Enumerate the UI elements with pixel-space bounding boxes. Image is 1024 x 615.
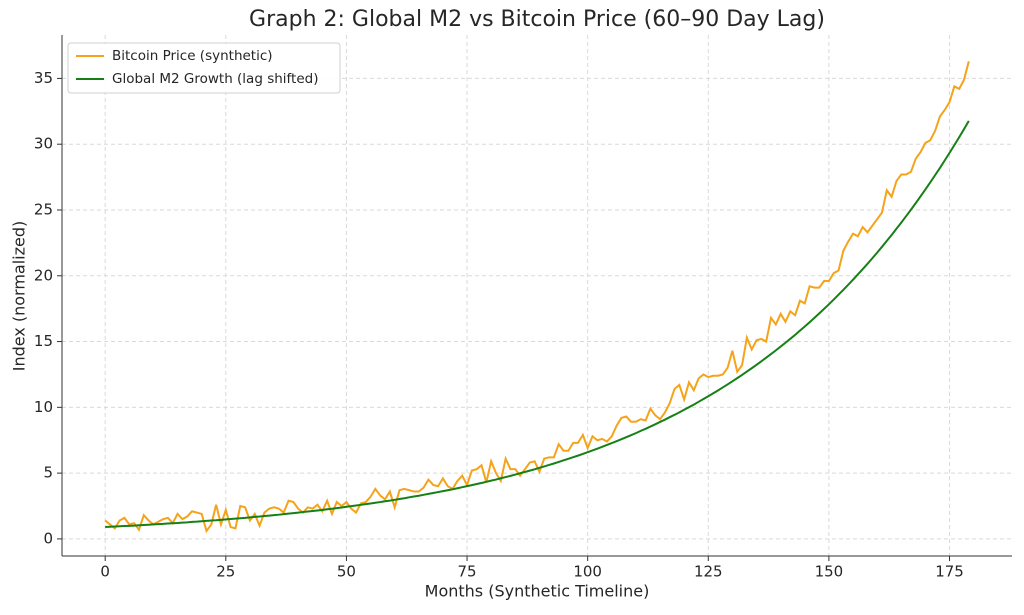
y-tick-label: 20 <box>34 266 53 284</box>
x-axis-label: Months (Synthetic Timeline) <box>425 582 650 601</box>
data-line <box>105 120 970 529</box>
y-tick-label: 10 <box>34 398 53 416</box>
x-tick-label: 50 <box>337 563 356 581</box>
legend-label: Bitcoin Price (synthetic) <box>112 48 273 64</box>
y-tick-label: 15 <box>34 332 53 350</box>
x-tick-label: 175 <box>935 563 964 581</box>
x-tick-label: 150 <box>815 563 844 581</box>
legend-box <box>67 42 341 94</box>
x-tick-label: 25 <box>216 563 235 581</box>
legend-label: Global M2 Growth (lag shifted) <box>112 71 318 87</box>
chart-title: Graph 2: Global M2 vs Bitcoin Price (60–… <box>249 7 825 32</box>
y-tick-label: 35 <box>34 69 53 87</box>
x-tick-label: 100 <box>573 563 602 581</box>
x-tick-label: 75 <box>457 563 476 581</box>
y-tick-label: 25 <box>34 200 53 218</box>
x-tick-label: 0 <box>100 563 110 581</box>
y-tick-label: 0 <box>43 529 53 547</box>
data-line <box>104 61 970 534</box>
x-tick-label: 125 <box>694 563 723 581</box>
y-axis-label: Index (normalized) <box>10 221 29 372</box>
legend: Bitcoin Price (synthetic) Global M2 Growt… <box>67 42 341 94</box>
y-tick-label: 5 <box>43 464 53 482</box>
y-tick-label: 30 <box>34 135 53 153</box>
